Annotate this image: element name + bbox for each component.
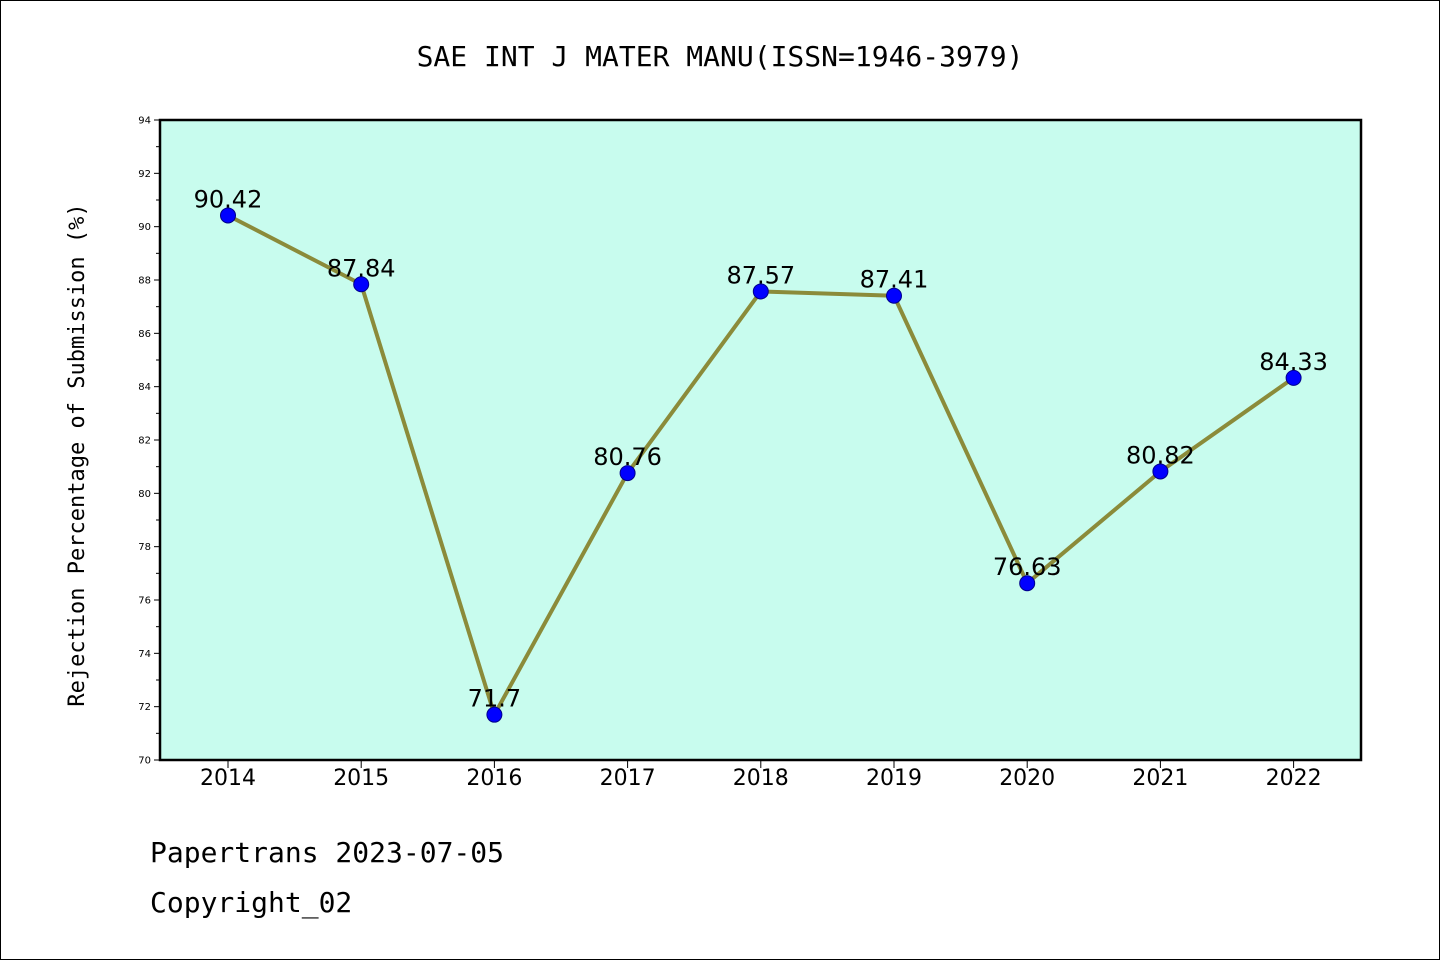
data-label: 71.7 (468, 685, 521, 713)
x-axis-ticks: 2014 2015 2016 2017 2018 2019 2020 2021 2022 (200, 760, 1322, 791)
data-point (1019, 575, 1036, 592)
y-tick-label: 78 (138, 542, 151, 553)
data-labels: 90.42 87.84 71.7 80.76 87.57 87.41 76.63 80.82 8… (194, 185, 1328, 712)
y-tick-label: 80 (138, 489, 151, 500)
footer-date-line: Papertrans 2023-07-05 (150, 836, 505, 869)
data-label: 84.33 (1259, 348, 1328, 376)
data-point (1285, 369, 1302, 386)
y-tick-label: 86 (138, 329, 151, 340)
data-point (353, 276, 370, 293)
data-label: 80.76 (593, 443, 662, 471)
y-axis-ticks: 70 72 74 76 78 80 82 84 86 88 90 92 94 (138, 116, 160, 767)
data-point (752, 283, 769, 300)
data-label: 80.82 (1126, 441, 1195, 469)
y-tick-label: 72 (138, 702, 151, 713)
y-tick-label: 70 (138, 756, 151, 767)
y-tick-label: 92 (138, 169, 151, 180)
y-axis-label: Rejection Percentage of Submission (%) (65, 203, 90, 706)
data-point (886, 287, 902, 304)
y-tick-label: 76 (138, 596, 151, 607)
y-tick-label: 90 (138, 222, 151, 233)
x-tick-label: 2021 (1132, 766, 1188, 791)
data-label: 87.57 (726, 261, 795, 289)
x-tick-label: 2020 (999, 766, 1055, 791)
x-tick-label: 2015 (333, 766, 389, 791)
data-label: 76.63 (993, 553, 1062, 581)
y-tick-label: 82 (138, 436, 151, 447)
data-point (1152, 463, 1169, 480)
data-point (619, 465, 636, 482)
chart-title: SAE INT J MATER MANU(ISSN=1946-3979) (417, 40, 1024, 73)
x-tick-label: 2016 (466, 766, 522, 791)
data-points (220, 207, 1302, 723)
data-point (220, 207, 236, 224)
y-tick-label: 88 (138, 276, 151, 287)
data-point (486, 706, 503, 723)
y-tick-label: 94 (138, 116, 151, 127)
x-tick-label: 2018 (733, 766, 789, 791)
data-label: 90.42 (194, 185, 263, 213)
x-tick-label: 2014 (200, 766, 256, 791)
footer-copyright-line: Copyright_02 (150, 886, 353, 919)
x-tick-label: 2017 (600, 766, 656, 791)
data-label: 87.41 (860, 266, 929, 294)
y-tick-label: 84 (138, 382, 151, 393)
y-tick-label: 74 (138, 649, 151, 660)
data-label: 87.84 (327, 254, 396, 282)
plot-area (158, 118, 1363, 762)
x-tick-label: 2019 (866, 766, 922, 791)
x-tick-label: 2022 (1266, 766, 1322, 791)
